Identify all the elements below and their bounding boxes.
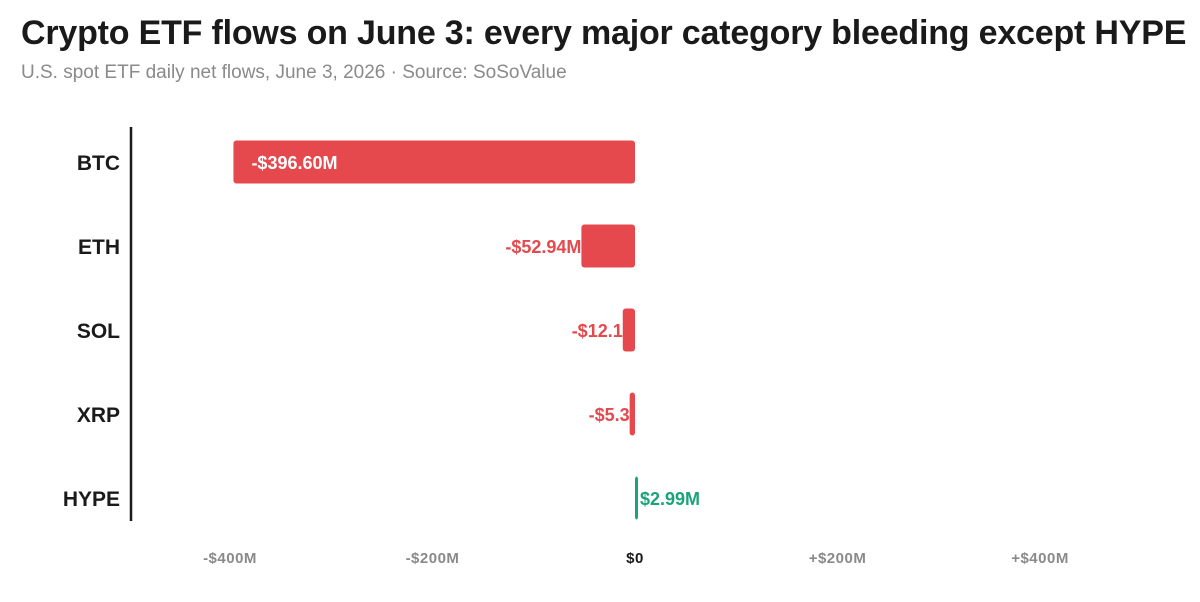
value-label-eth: -$52.94M <box>505 237 581 257</box>
x-tick-label: +$400M <box>1011 550 1069 567</box>
value-labels: -$396.60M -$52.94M -$12.1 -$5.3 $2.99M <box>251 153 700 509</box>
category-label-btc: BTC <box>77 152 120 175</box>
bars-layer <box>233 140 639 520</box>
category-label-eth: ETH <box>78 236 120 259</box>
category-label-sol: SOL <box>77 320 120 343</box>
value-label-sol: -$12.1 <box>572 321 623 341</box>
category-labels: BTC ETH SOL XRP HYPE <box>63 152 120 511</box>
x-axis-ticks: -$400M -$200M $0 +$200M +$400M <box>203 550 1069 567</box>
bar-hype <box>635 476 639 520</box>
bar-sol <box>622 308 635 352</box>
bar-xrp <box>629 392 635 436</box>
x-tick-label: $0 <box>626 550 644 567</box>
bar-eth <box>581 224 635 268</box>
value-label-xrp: -$5.3 <box>589 405 630 425</box>
category-label-hype: HYPE <box>63 488 120 511</box>
value-label-btc: -$396.60M <box>251 153 337 173</box>
x-tick-label: -$200M <box>406 550 460 567</box>
value-label-hype: $2.99M <box>640 489 700 509</box>
x-tick-label: -$400M <box>203 550 257 567</box>
page-title: Crypto ETF flows on June 3: every major … <box>21 14 1187 52</box>
category-label-xrp: XRP <box>77 404 120 427</box>
page-subtitle: U.S. spot ETF daily net flows, June 3, 2… <box>21 62 567 83</box>
x-tick-label: +$200M <box>809 550 867 567</box>
bar-btc <box>233 140 635 184</box>
